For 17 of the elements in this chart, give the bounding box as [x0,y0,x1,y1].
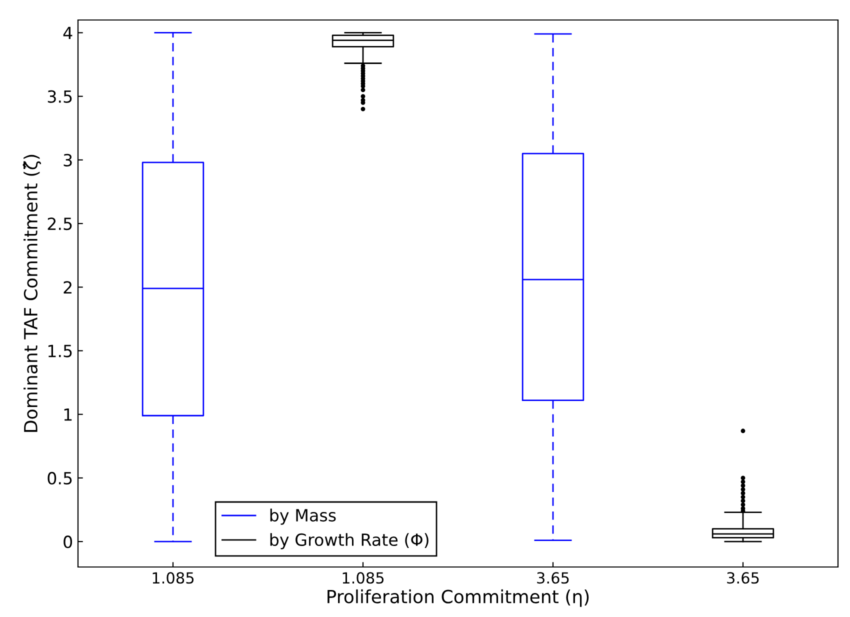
legend-label: by Mass [270,508,336,525]
y-tick-label: 2.5 [48,217,72,230]
y-tick-label: 0.5 [48,472,72,485]
x-tick-label: 1.085 [342,572,384,584]
y-tick-label: 0 [64,536,72,548]
y-tick-label: 1.5 [48,344,72,358]
y-axis-title: Dominant TAF Commitment (ζ̂) [22,154,42,432]
x-tick-label: 3.65 [537,572,569,584]
legend-label: by Growth Rate (Φ) [270,533,428,550]
y-tick-label: 1 [64,408,72,421]
y-tick-label: 4 [63,26,72,40]
y-tick-label: 3 [64,154,72,166]
x-tick-label: 1.085 [152,572,194,584]
x-axis-title: Proliferation Commitment (η) [328,589,589,607]
x-tick-label: 3.65 [727,572,759,584]
y-tick-label: 3.5 [48,90,72,103]
y-tick-label: 2 [64,281,72,294]
